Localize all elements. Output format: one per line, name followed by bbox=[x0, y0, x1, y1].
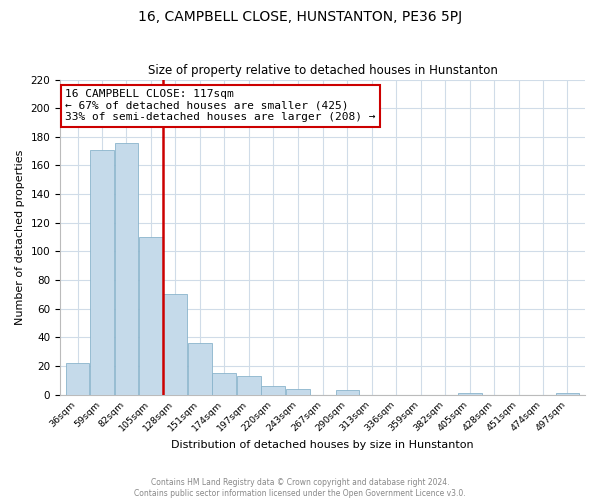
Y-axis label: Number of detached properties: Number of detached properties bbox=[15, 150, 25, 325]
Bar bbox=[335, 390, 359, 394]
Bar bbox=[458, 393, 482, 394]
Bar bbox=[90, 150, 114, 394]
Bar bbox=[139, 237, 163, 394]
Text: 16, CAMPBELL CLOSE, HUNSTANTON, PE36 5PJ: 16, CAMPBELL CLOSE, HUNSTANTON, PE36 5PJ bbox=[138, 10, 462, 24]
Bar bbox=[163, 294, 187, 394]
Bar bbox=[115, 142, 139, 394]
Text: 16 CAMPBELL CLOSE: 117sqm
← 67% of detached houses are smaller (425)
33% of semi: 16 CAMPBELL CLOSE: 117sqm ← 67% of detac… bbox=[65, 89, 376, 122]
Bar bbox=[188, 343, 212, 394]
Bar bbox=[556, 393, 580, 394]
Bar bbox=[66, 363, 89, 394]
Bar bbox=[212, 373, 236, 394]
Bar bbox=[237, 376, 260, 394]
Bar bbox=[286, 389, 310, 394]
X-axis label: Distribution of detached houses by size in Hunstanton: Distribution of detached houses by size … bbox=[171, 440, 474, 450]
Title: Size of property relative to detached houses in Hunstanton: Size of property relative to detached ho… bbox=[148, 64, 497, 77]
Text: Contains HM Land Registry data © Crown copyright and database right 2024.
Contai: Contains HM Land Registry data © Crown c… bbox=[134, 478, 466, 498]
Bar bbox=[261, 386, 285, 394]
